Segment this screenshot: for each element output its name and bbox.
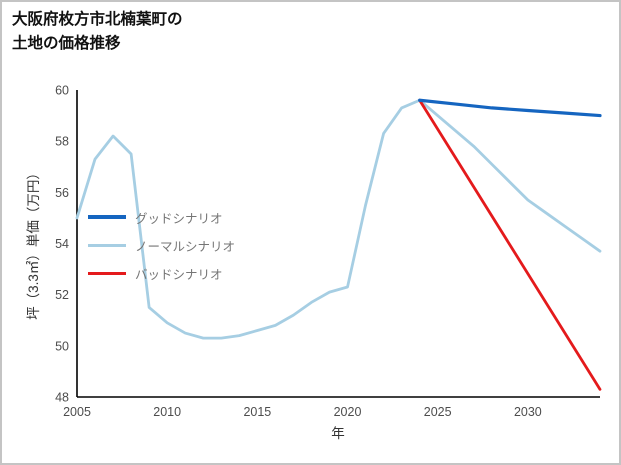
chart-title: 大阪府枚方市北楠葉町の 土地の価格推移 [12,11,183,53]
series-line-bad [418,98,602,391]
series-line-good [418,98,602,118]
legend-swatch-bad [88,271,126,275]
y-tick-label: 48 [55,391,69,405]
y-tick-label: 58 [55,135,69,149]
x-tick-label: 2025 [424,405,452,419]
legend-label-bad: バッドシナリオ [135,267,223,282]
legend-label-good: グッドシナリオ [135,211,223,226]
legend-swatch-normal [88,243,126,247]
x-tick-label: 2005 [63,405,91,419]
legend: グッドシナリオ ノーマルシナリオ バッドシナリオ [88,203,235,287]
y-tick-label: 54 [55,237,69,251]
x-tick-label: 2030 [514,405,542,419]
y-tick-label: 52 [55,288,69,302]
y-tick-label: 50 [55,339,69,353]
series-line-normal [75,98,602,340]
legend-item-good: グッドシナリオ [88,203,235,231]
x-tick-label: 2010 [153,405,181,419]
legend-item-bad: バッドシナリオ [88,259,235,287]
y-tick-label: 56 [55,186,69,200]
y-axis-label: 坪（3.3㎡）単価（万円） [26,166,41,320]
legend-item-normal: ノーマルシナリオ [88,231,235,259]
x-tick-label: 2015 [243,405,271,419]
y-tick-label: 60 [55,84,69,98]
x-axis-label: 年 [331,426,345,441]
legend-label-normal: ノーマルシナリオ [135,239,236,254]
x-tick-label: 2020 [334,405,362,419]
legend-swatch-good [88,215,126,219]
